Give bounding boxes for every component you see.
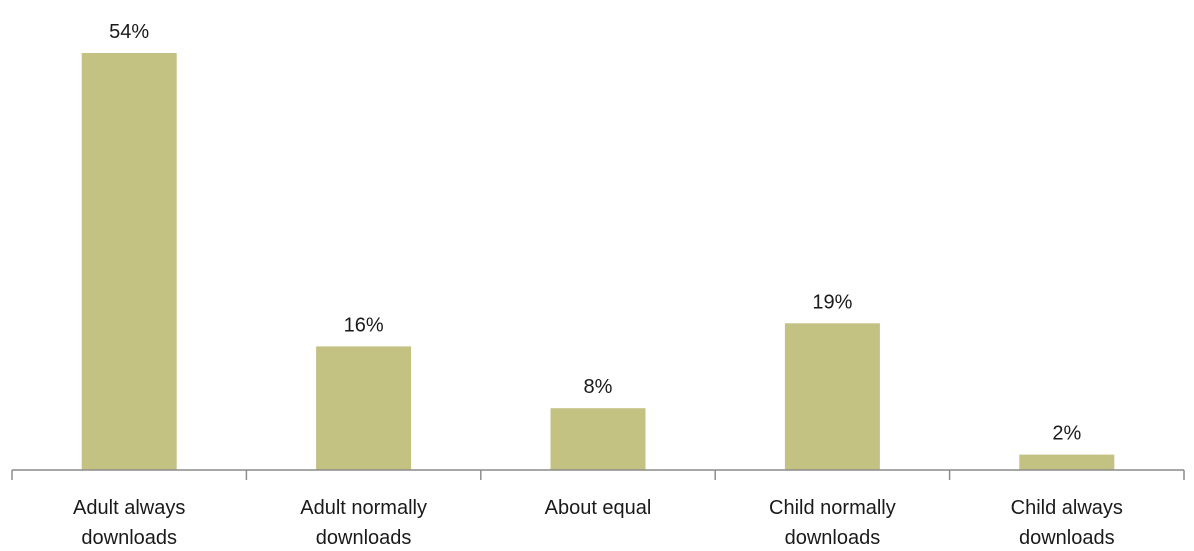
bar-1 xyxy=(316,346,412,470)
category-label-line: About equal xyxy=(545,497,652,519)
bar-2 xyxy=(550,408,646,470)
category-label-line: Child normally xyxy=(769,497,896,519)
x-axis xyxy=(11,469,1185,480)
data-label-4: 2% xyxy=(1052,423,1081,445)
category-label-line: downloads xyxy=(785,527,881,549)
category-label-4: Child always downloads xyxy=(1011,497,1123,549)
data-labels-group: 54% 16% 8% 19% 2% xyxy=(109,21,1081,445)
category-label-2: About equal xyxy=(545,497,652,519)
bar-4 xyxy=(1019,454,1115,470)
category-label-line: downloads xyxy=(1019,527,1115,549)
data-label-2: 8% xyxy=(584,376,613,398)
category-label-1: Adult normally downloads xyxy=(300,497,427,549)
category-label-line: downloads xyxy=(316,527,412,549)
category-label-3: Child normally downloads xyxy=(769,497,896,549)
data-label-0: 54% xyxy=(109,21,149,43)
bar-3 xyxy=(784,323,880,470)
data-label-3: 19% xyxy=(812,291,852,313)
data-label-1: 16% xyxy=(344,314,384,336)
category-label-line: Child always xyxy=(1011,497,1123,519)
category-label-line: Adult normally xyxy=(300,497,427,519)
category-label-line: downloads xyxy=(81,527,177,549)
bar-0 xyxy=(81,53,177,470)
category-labels-group: Adult always downloads Adult normally downl… xyxy=(73,497,1123,549)
category-label-line: Adult always xyxy=(73,497,185,519)
category-label-0: Adult always downloads xyxy=(73,497,185,549)
bars-group xyxy=(81,53,1115,470)
